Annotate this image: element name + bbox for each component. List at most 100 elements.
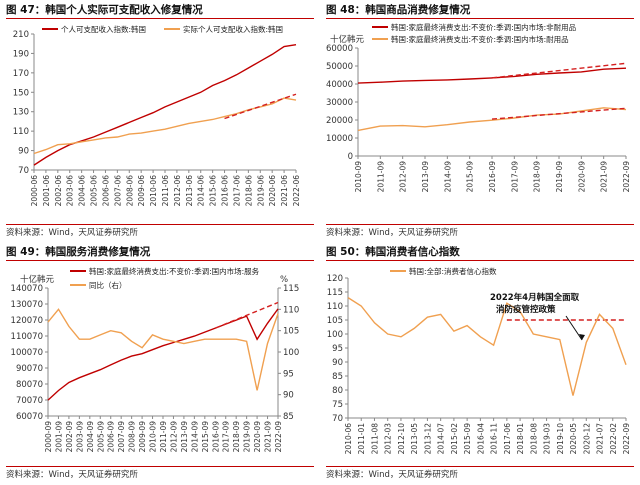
x-tick-label: 2019-06 [256, 175, 265, 207]
y-tick-label: 90 [18, 147, 29, 157]
x-tick-label: 2022-02 [609, 423, 618, 455]
y-tick-label: 40000 [326, 80, 353, 90]
x-tick-label: 2021-06 [280, 175, 289, 207]
x-tick-label: 2022-09 [622, 423, 631, 455]
x-tick-label: 2015-09 [201, 421, 210, 453]
x-tick-label: 2016-09 [488, 161, 497, 193]
panel-goods-consumption: 图 48：韩国商品消费修复情况 0 10000 20000 30000 40000 500… [320, 0, 640, 242]
x-tick-label: 2001-09 [54, 421, 63, 453]
x-tick-label: 2022-09 [274, 421, 283, 453]
y-tick-label: 80 [332, 386, 343, 396]
chart-title: 图 48：韩国商品消费修复情况 [326, 4, 471, 16]
x-tick-label: 2021-09 [600, 161, 609, 193]
title-rule [326, 260, 634, 261]
x-tick-label: 2001-06 [42, 175, 51, 207]
series-line-1 [47, 308, 279, 391]
y-tick-label: 30000 [326, 98, 353, 108]
x-tick-label: 2004-09 [86, 421, 95, 453]
series-line-1 [357, 107, 627, 132]
x-tick-label: 2016-06 [221, 175, 230, 207]
annotation-arrowhead [579, 334, 585, 340]
y-tick-label: 130070 [11, 300, 43, 310]
x-tick-label: 2006-06 [101, 175, 110, 207]
legend-label: 个人可支配收入指数:韩国 [61, 24, 146, 34]
trend-line-1 [491, 107, 627, 120]
x-tick-label: 2011-09 [159, 421, 168, 453]
x-tick-label: 2019-09 [243, 421, 252, 453]
x-tick-label: 2000-06 [30, 175, 39, 207]
y-unit-label: 十亿韩元 [330, 34, 365, 45]
y-right-unit-label: % [280, 275, 288, 285]
legend-label: 同比（右） [89, 280, 127, 290]
income-chart: 70 90 110 130 150 170 190 210 2000-06 2001-06 2002… [13, 24, 301, 207]
y-tick-label: 110 [327, 302, 343, 312]
legend-label: 韩国:家庭最终消费支出:不变价:季调:国内市场:非耐用品 [391, 22, 576, 32]
x-tick-label: 2021-09 [264, 421, 273, 453]
x-tick-label: 2019-10 [556, 423, 565, 455]
y-tick-label: 100070 [11, 348, 43, 358]
source-note: 资料来源：Wind，天风证券研究所 [326, 470, 458, 480]
source-note: 资料来源：Wind，天风证券研究所 [6, 470, 138, 480]
title-rule [6, 260, 314, 261]
x-tick-label: 2010-09 [149, 421, 158, 453]
x-tick-label: 2019-09 [555, 161, 564, 193]
x-tick-label: 2017-06 [232, 175, 241, 207]
x-tick-label: 2003-09 [75, 421, 84, 453]
y-tick-label: 190 [13, 49, 29, 59]
x-tick-label: 2013-09 [180, 421, 189, 453]
x-tick-label: 2010-06 [344, 423, 353, 455]
x-tick-label: 2022-09 [622, 161, 631, 193]
x-tick-label: 2013-09 [421, 161, 430, 193]
annotation-text: 2022年4月韩国全面取 [490, 292, 580, 303]
source-rule [326, 466, 634, 467]
x-tick-label: 2011-09 [376, 161, 385, 193]
x-tick-label: 2003-06 [66, 175, 75, 207]
y-tick-label: 95 [332, 344, 343, 354]
x-tick-label: 2018-09 [533, 161, 542, 193]
x-tick-label: 2019-03 [543, 423, 552, 455]
x-tick-label: 2015-06 [209, 175, 218, 207]
y-tick-label: 50000 [326, 62, 353, 72]
x-tick-label: 2016-09 [211, 421, 220, 453]
legend-label: 实际个人可支配收入指数:韩国 [183, 24, 283, 34]
x-tick-label: 2008-09 [128, 421, 137, 453]
y-tick-label: 150 [13, 88, 29, 98]
y-tick-label: 210 [13, 30, 29, 40]
x-tick-label: 2011-01 [357, 423, 366, 455]
goods-chart: 0 10000 20000 30000 40000 50000 60000 2010-09 20… [326, 22, 631, 193]
y-tick-label: 90070 [16, 364, 43, 374]
x-tick-label: 2013-05 [410, 423, 419, 455]
y-right-tick-label: 90 [283, 391, 294, 401]
series-line-0 [357, 67, 627, 84]
panel-disposable-income: 图 47：韩国个人实际可支配收入修复情况 70 90 110 130 150 170 190… [0, 0, 320, 242]
x-tick-label: 2017-09 [510, 161, 519, 193]
x-tick-label: 2020-09 [253, 421, 262, 453]
x-tick-label: 2022-06 [292, 175, 301, 207]
y-tick-label: 20000 [326, 116, 353, 126]
panel-consumer-confidence: 图 50：韩国消费者信心指数 70 75 80 85 90 95 100 105 110 115 1… [320, 242, 640, 484]
y-right-tick-label: 85 [283, 412, 294, 422]
x-tick-label: 2020-09 [577, 161, 586, 193]
x-tick-label: 2012-10 [397, 423, 406, 455]
source-rule [6, 224, 314, 225]
y-tick-label: 105 [327, 316, 343, 326]
y-tick-label: 70 [18, 166, 29, 176]
trend-line-0 [224, 93, 297, 120]
source-rule [6, 466, 314, 467]
x-tick-label: 2020-05 [569, 423, 578, 455]
x-tick-label: 2000-09 [44, 421, 53, 453]
y-tick-label: 60000 [326, 44, 353, 54]
series-line-0 [47, 308, 279, 401]
y-right-tick-label: 110 [283, 305, 299, 315]
y-tick-label: 110 [13, 127, 29, 137]
x-tick-label: 2014-09 [190, 421, 199, 453]
y-tick-label: 110070 [11, 332, 43, 342]
x-tick-label: 2010-06 [149, 175, 158, 207]
x-tick-label: 2014-06 [197, 175, 206, 207]
annotation-text: 消防疫管控政策 [496, 304, 556, 315]
source-note: 资料来源：Wind，天风证券研究所 [6, 228, 138, 238]
x-tick-label: 2009-06 [137, 175, 146, 207]
x-tick-label: 2012-03 [384, 423, 393, 455]
legend-label: 韩国:家庭最终消费支出:不变价:季调:国内市场:耐用品 [391, 34, 569, 44]
y-right-tick-label: 105 [283, 327, 299, 337]
